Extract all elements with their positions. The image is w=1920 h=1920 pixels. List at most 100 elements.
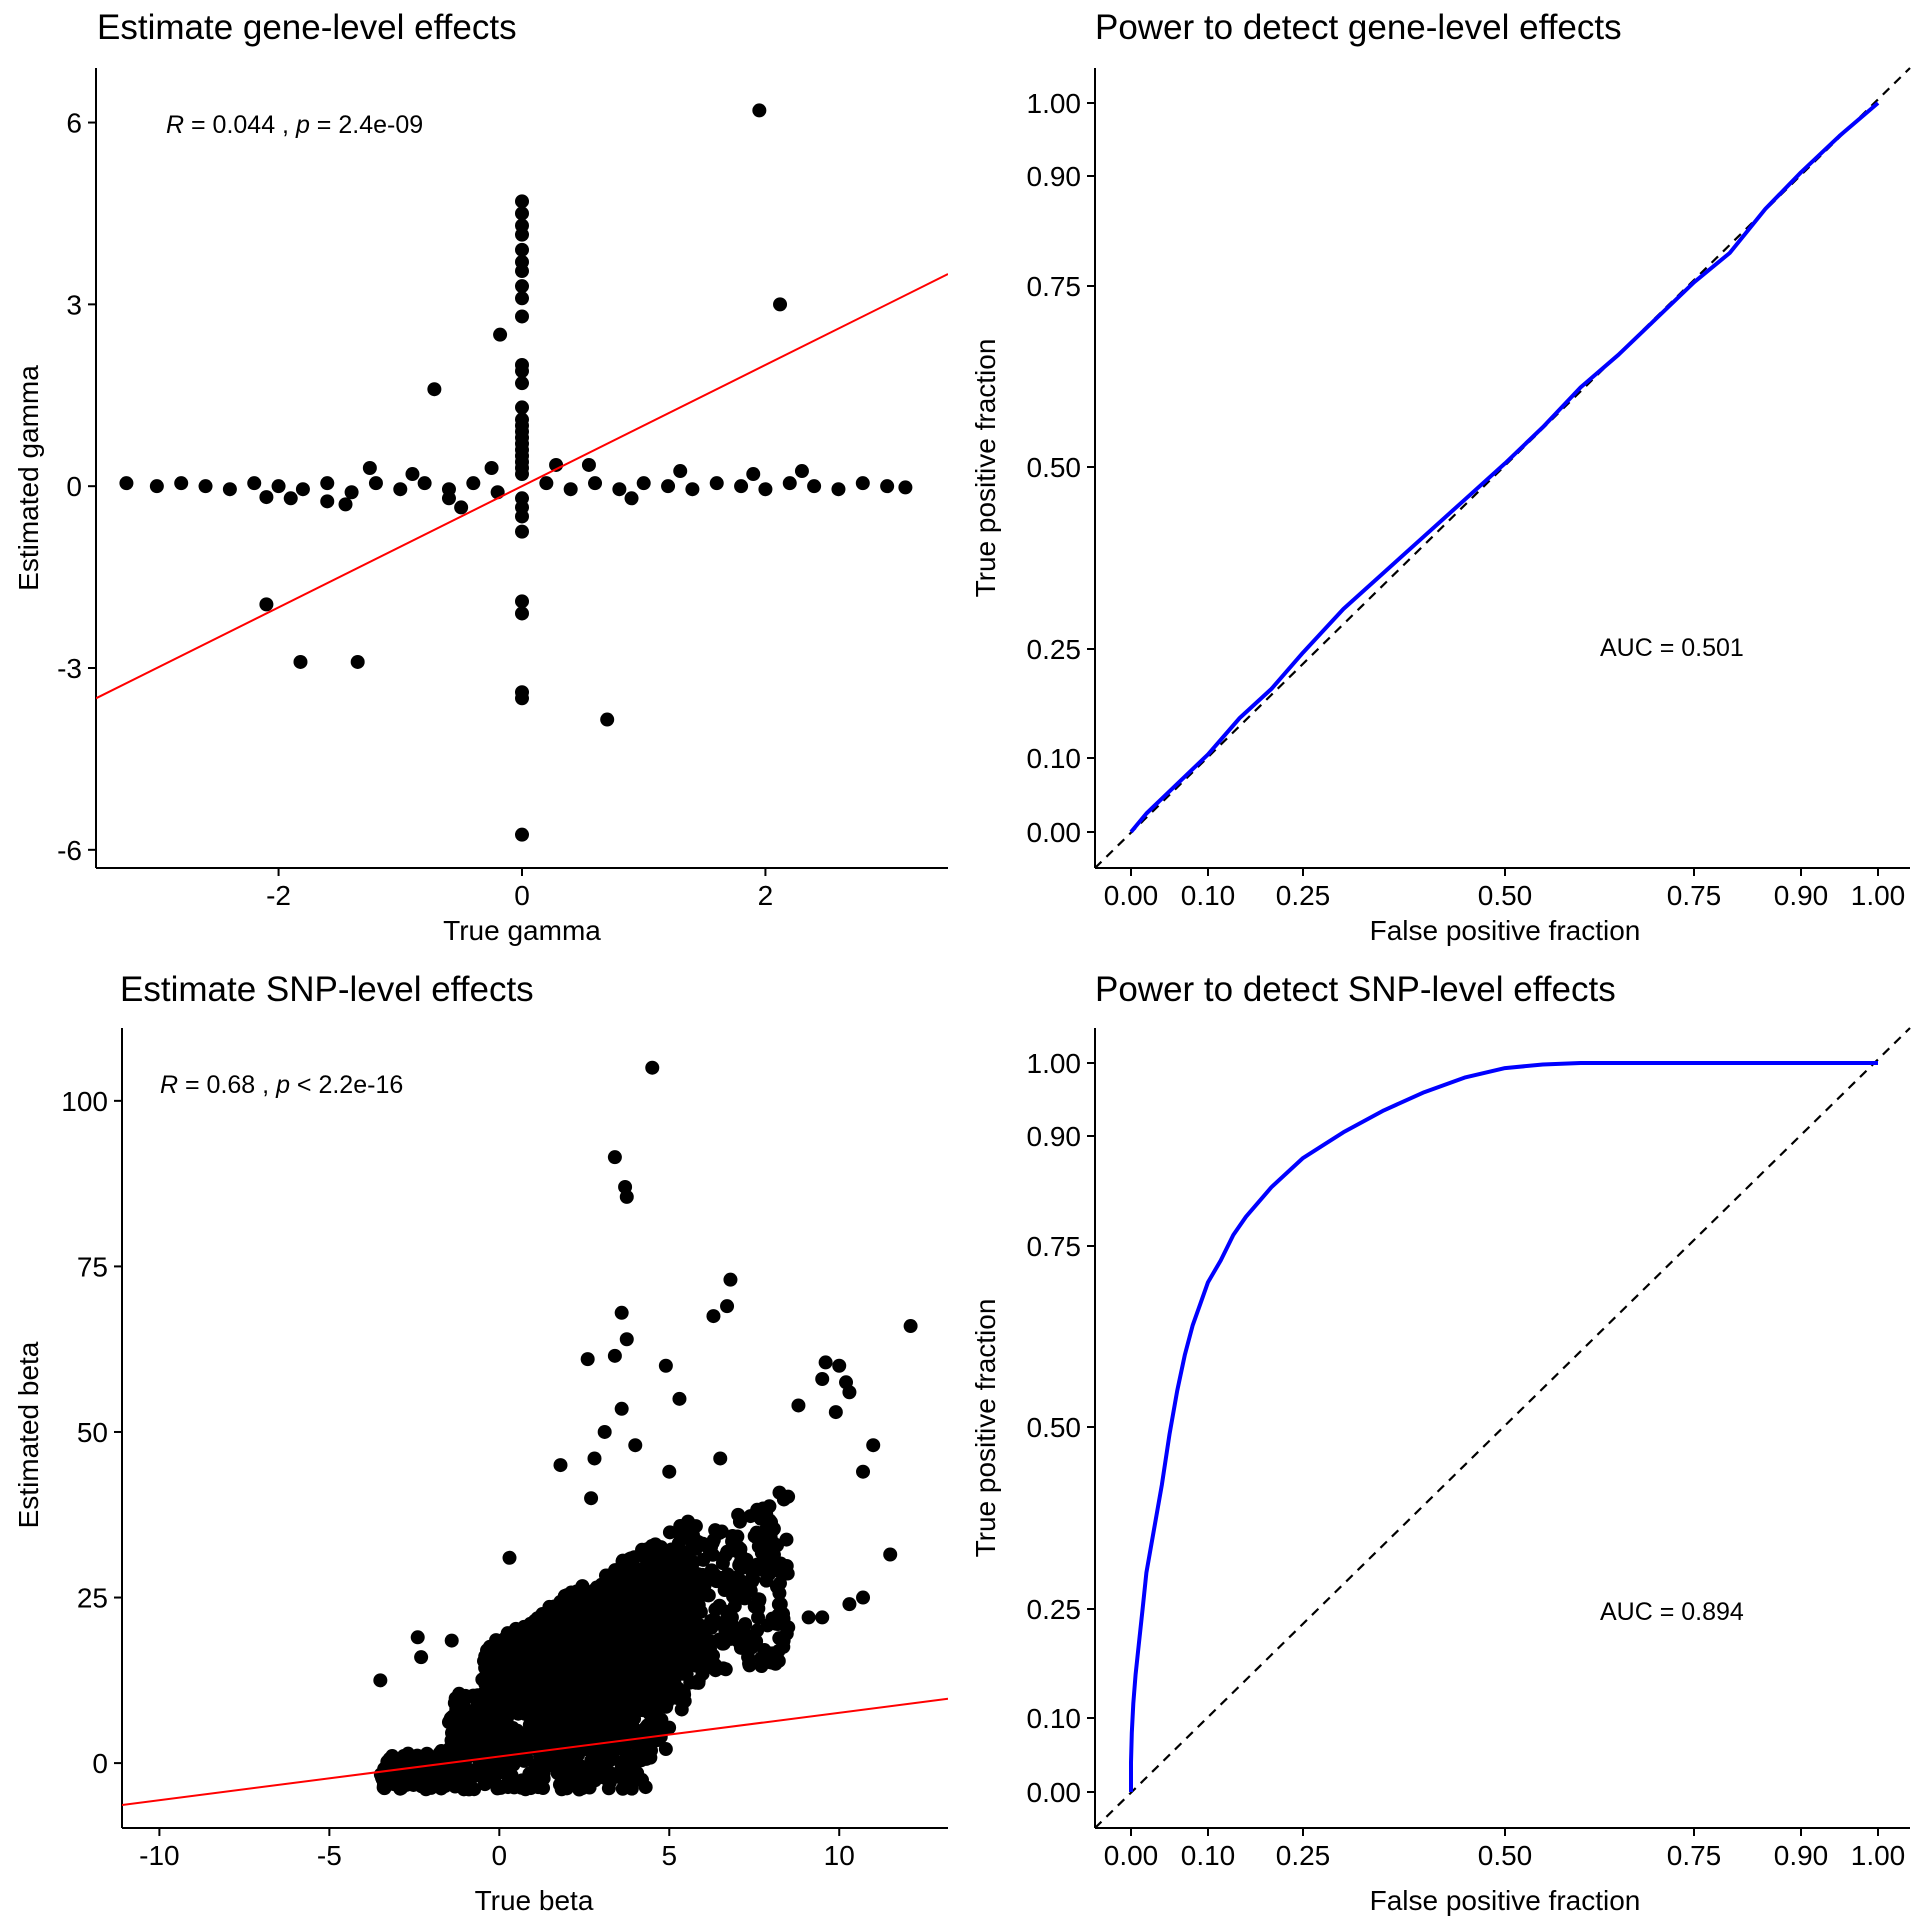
y-tick-label: 75 <box>77 1251 108 1282</box>
scatter-point <box>295 482 310 497</box>
scatter-point <box>493 327 508 342</box>
scatter-point <box>645 1628 660 1643</box>
scatter-point <box>502 1696 517 1711</box>
scatter-point <box>791 1398 806 1413</box>
scatter-point <box>612 482 627 497</box>
scatter-point <box>781 1620 796 1635</box>
data-points <box>373 1060 918 1797</box>
scatter-point <box>685 482 700 497</box>
p-symbol: p <box>275 1071 290 1099</box>
scatter-point <box>866 1438 881 1453</box>
scatter-point <box>482 1735 497 1750</box>
snp-scatter-plot: True beta Estimated beta R = 0.68 , p < … <box>13 1028 948 1916</box>
scatter-point <box>563 482 578 497</box>
scatter-point <box>794 464 809 479</box>
scatter-point <box>747 1628 762 1643</box>
scatter-point <box>648 1583 663 1598</box>
scatter-point <box>715 1636 730 1651</box>
scatter-point <box>754 1510 769 1525</box>
x-tick-label: -5 <box>317 1840 342 1871</box>
scatter-point <box>368 476 383 491</box>
x-tick-label: 1.00 <box>1851 880 1906 911</box>
scatter-point <box>746 467 761 482</box>
scatter-point <box>648 1537 663 1552</box>
scatter-point <box>574 1645 589 1660</box>
scatter-point <box>639 1609 654 1624</box>
scatter-point <box>675 1628 690 1643</box>
scatter-point <box>558 1710 573 1725</box>
scatter-point <box>500 1780 515 1795</box>
scatter-point <box>581 457 596 472</box>
scatter-point <box>478 1669 493 1684</box>
scatter-point <box>752 1592 767 1607</box>
panel-gene-roc: Power to detect gene-level effects False… <box>960 0 1920 960</box>
y-tick-label: 50 <box>77 1417 108 1448</box>
scatter-point <box>737 1591 752 1606</box>
x-tick-label: 2 <box>758 880 774 911</box>
scatter-point <box>674 1528 689 1543</box>
scatter-point <box>619 1332 634 1347</box>
panel-title: Power to detect SNP-level effects <box>1095 970 1616 1009</box>
scatter-point <box>653 1729 668 1744</box>
scatter-point <box>405 1762 420 1777</box>
scatter-point <box>601 1645 616 1660</box>
scatter-point <box>568 1587 583 1602</box>
scatter-point <box>773 297 788 312</box>
scatter-point <box>815 1371 830 1386</box>
scatter-point <box>584 1491 599 1506</box>
y-tick-label: -6 <box>57 835 82 866</box>
y-tick-label: 0.90 <box>1027 161 1082 192</box>
scatter-point <box>672 1685 687 1700</box>
scatter-point <box>470 1761 485 1776</box>
scatter-point <box>607 1348 622 1363</box>
panel-snp-roc: Power to detect SNP-level effects False … <box>960 960 1920 1920</box>
scatter-point <box>807 479 822 494</box>
scatter-point <box>509 1728 524 1743</box>
scatter-point <box>344 485 359 500</box>
scatter-point <box>754 1532 769 1547</box>
scatter-point <box>831 482 846 497</box>
scatter-point <box>898 480 913 495</box>
scatter-point <box>723 1272 738 1287</box>
scatter-point <box>614 1401 629 1416</box>
scatter-point <box>663 1602 678 1617</box>
panel-gene-scatter: Estimate gene-level effects True gamma E… <box>0 0 960 960</box>
scatter-point <box>577 1763 592 1778</box>
scatter-point <box>815 1610 830 1625</box>
scatter-point <box>454 500 469 515</box>
x-tick-label: 0 <box>514 880 530 911</box>
scatter-point <box>656 1567 671 1582</box>
scatter-point <box>658 1358 673 1373</box>
scatter-point <box>606 1767 621 1782</box>
scatter-point <box>856 1590 871 1605</box>
scatter-point <box>405 467 420 482</box>
scatter-point <box>681 1514 696 1529</box>
scatter-point <box>393 1781 408 1796</box>
fit-line <box>122 1697 948 1806</box>
scatter-point <box>672 1391 687 1406</box>
scatter-point <box>271 479 286 494</box>
scatter-point <box>772 1631 787 1646</box>
scatter-point <box>515 291 529 306</box>
scatter-point <box>621 1657 636 1672</box>
auc-label: AUC = 0.501 <box>1600 634 1744 662</box>
scatter-point <box>842 1385 857 1400</box>
scatter-point <box>583 1607 598 1622</box>
scatter-point <box>706 1309 721 1324</box>
scatter-point <box>696 1552 711 1567</box>
scatter-point <box>727 1599 742 1614</box>
scatter-point <box>482 1650 497 1665</box>
scatter-point <box>662 1618 677 1633</box>
scatter-point <box>667 1647 682 1662</box>
scatter-point <box>771 1653 786 1668</box>
scatter-point <box>293 654 308 669</box>
scatter-point <box>515 309 529 324</box>
scatter-point <box>149 479 164 494</box>
scatter-point <box>855 476 870 491</box>
scatter-point <box>741 1650 756 1665</box>
scatter-point <box>588 1773 603 1788</box>
scatter-point <box>458 1713 473 1728</box>
scatter-point <box>350 654 365 669</box>
x-axis-title: False positive fraction <box>1370 915 1641 946</box>
scatter-point <box>842 1597 857 1612</box>
